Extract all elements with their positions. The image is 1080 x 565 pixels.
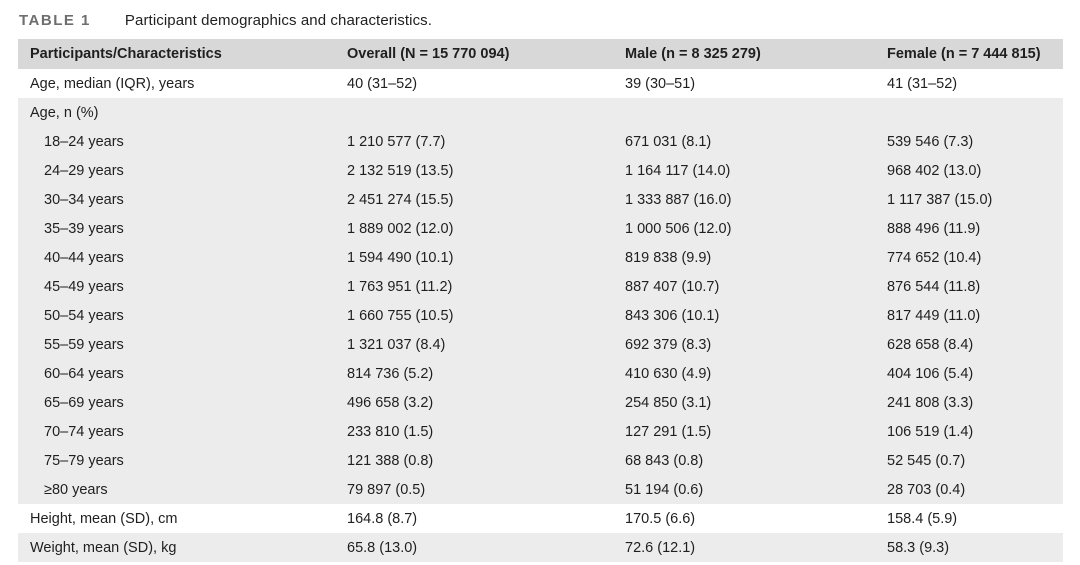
female-value-cell: 41 (31–52) <box>875 69 1063 98</box>
overall-value-cell: 1 660 755 (10.5) <box>335 301 613 330</box>
overall-value-cell: 65.8 (13.0) <box>335 533 613 562</box>
table-row: Age, median (IQR), years 40 (31–52) 39 (… <box>18 69 1063 98</box>
overall-value-cell: 1 594 490 (10.1) <box>335 243 613 272</box>
table-row: 40–44 years 1 594 490 (10.1) 819 838 (9.… <box>18 243 1063 272</box>
male-value-cell: 1 000 506 (12.0) <box>613 214 875 243</box>
overall-value-cell: 79 897 (0.5) <box>335 475 613 504</box>
overall-value-cell <box>335 98 613 127</box>
column-header-overall: Overall (N = 15 770 094) <box>335 39 613 69</box>
row-label-cell: 40–44 years <box>18 243 335 272</box>
male-value-cell: 887 407 (10.7) <box>613 272 875 301</box>
male-value-cell: 51 194 (0.6) <box>613 475 875 504</box>
female-value-cell: 241 808 (3.3) <box>875 388 1063 417</box>
row-label-cell: 55–59 years <box>18 330 335 359</box>
overall-value-cell: 496 658 (3.2) <box>335 388 613 417</box>
overall-value-cell: 1 763 951 (11.2) <box>335 272 613 301</box>
female-value-cell: 968 402 (13.0) <box>875 156 1063 185</box>
overall-value-cell: 233 810 (1.5) <box>335 417 613 446</box>
female-value-cell: 888 496 (11.9) <box>875 214 1063 243</box>
table-caption-row: TABLE 1 Participant demographics and cha… <box>19 12 432 29</box>
row-label-cell: 45–49 years <box>18 272 335 301</box>
demographics-table: Participants/Characteristics Overall (N … <box>18 39 1063 562</box>
overall-value-cell: 164.8 (8.7) <box>335 504 613 533</box>
female-value-cell: 404 106 (5.4) <box>875 359 1063 388</box>
female-value-cell: 28 703 (0.4) <box>875 475 1063 504</box>
row-label-cell: 50–54 years <box>18 301 335 330</box>
row-label-cell: Weight, mean (SD), kg <box>18 533 335 562</box>
male-value-cell: 1 164 117 (14.0) <box>613 156 875 185</box>
male-value-cell: 68 843 (0.8) <box>613 446 875 475</box>
female-value-cell: 817 449 (11.0) <box>875 301 1063 330</box>
female-value-cell: 876 544 (11.8) <box>875 272 1063 301</box>
row-label-cell: 30–34 years <box>18 185 335 214</box>
row-label-cell: 35–39 years <box>18 214 335 243</box>
overall-value-cell: 1 889 002 (12.0) <box>335 214 613 243</box>
table-row: Weight, mean (SD), kg 65.8 (13.0) 72.6 (… <box>18 533 1063 562</box>
row-label-cell: 60–64 years <box>18 359 335 388</box>
row-label-cell: Age, n (%) <box>18 98 335 127</box>
row-label-cell: 70–74 years <box>18 417 335 446</box>
row-label-cell: ≥80 years <box>18 475 335 504</box>
table-row: 45–49 years 1 763 951 (11.2) 887 407 (10… <box>18 272 1063 301</box>
overall-value-cell: 1 321 037 (8.4) <box>335 330 613 359</box>
female-value-cell <box>875 98 1063 127</box>
male-value-cell: 72.6 (12.1) <box>613 533 875 562</box>
table-row: Height, mean (SD), cm 164.8 (8.7) 170.5 … <box>18 504 1063 533</box>
male-value-cell: 1 333 887 (16.0) <box>613 185 875 214</box>
row-label-cell: 65–69 years <box>18 388 335 417</box>
overall-value-cell: 121 388 (0.8) <box>335 446 613 475</box>
column-header-female: Female (n = 7 444 815) <box>875 39 1063 69</box>
male-value-cell: 410 630 (4.9) <box>613 359 875 388</box>
female-value-cell: 52 545 (0.7) <box>875 446 1063 475</box>
table-row: Age, n (%) <box>18 98 1063 127</box>
overall-value-cell: 1 210 577 (7.7) <box>335 127 613 156</box>
table-label: TABLE 1 <box>19 12 91 29</box>
table-row: ≥80 years 79 897 (0.5) 51 194 (0.6) 28 7… <box>18 475 1063 504</box>
male-value-cell: 671 031 (8.1) <box>613 127 875 156</box>
female-value-cell: 1 117 387 (15.0) <box>875 185 1063 214</box>
overall-value-cell: 814 736 (5.2) <box>335 359 613 388</box>
male-value-cell: 819 838 (9.9) <box>613 243 875 272</box>
male-value-cell: 254 850 (3.1) <box>613 388 875 417</box>
table-row: 75–79 years 121 388 (0.8) 68 843 (0.8) 5… <box>18 446 1063 475</box>
female-value-cell: 106 519 (1.4) <box>875 417 1063 446</box>
female-value-cell: 628 658 (8.4) <box>875 330 1063 359</box>
overall-value-cell: 2 132 519 (13.5) <box>335 156 613 185</box>
table-row: 55–59 years 1 321 037 (8.4) 692 379 (8.3… <box>18 330 1063 359</box>
table-row: 50–54 years 1 660 755 (10.5) 843 306 (10… <box>18 301 1063 330</box>
table-row: 60–64 years 814 736 (5.2) 410 630 (4.9) … <box>18 359 1063 388</box>
table-row: 35–39 years 1 889 002 (12.0) 1 000 506 (… <box>18 214 1063 243</box>
row-label-cell: 18–24 years <box>18 127 335 156</box>
table-row: 65–69 years 496 658 (3.2) 254 850 (3.1) … <box>18 388 1063 417</box>
table-row: 18–24 years 1 210 577 (7.7) 671 031 (8.1… <box>18 127 1063 156</box>
row-label-cell: 75–79 years <box>18 446 335 475</box>
overall-value-cell: 40 (31–52) <box>335 69 613 98</box>
overall-value-cell: 2 451 274 (15.5) <box>335 185 613 214</box>
male-value-cell: 39 (30–51) <box>613 69 875 98</box>
row-label-cell: 24–29 years <box>18 156 335 185</box>
male-value-cell: 692 379 (8.3) <box>613 330 875 359</box>
table-caption: Participant demographics and characteris… <box>124 12 433 29</box>
male-value-cell: 170.5 (6.6) <box>613 504 875 533</box>
row-label-cell: Age, median (IQR), years <box>18 69 335 98</box>
male-value-cell: 127 291 (1.5) <box>613 417 875 446</box>
female-value-cell: 158.4 (5.9) <box>875 504 1063 533</box>
table-body: Age, median (IQR), years 40 (31–52) 39 (… <box>18 69 1063 562</box>
female-value-cell: 774 652 (10.4) <box>875 243 1063 272</box>
table-row: 24–29 years 2 132 519 (13.5) 1 164 117 (… <box>18 156 1063 185</box>
table-row: 30–34 years 2 451 274 (15.5) 1 333 887 (… <box>18 185 1063 214</box>
female-value-cell: 539 546 (7.3) <box>875 127 1063 156</box>
female-value-cell: 58.3 (9.3) <box>875 533 1063 562</box>
male-value-cell: 843 306 (10.1) <box>613 301 875 330</box>
row-label-cell: Height, mean (SD), cm <box>18 504 335 533</box>
header-row: Participants/Characteristics Overall (N … <box>18 39 1063 69</box>
column-header-male: Male (n = 8 325 279) <box>613 39 875 69</box>
table-row: 70–74 years 233 810 (1.5) 127 291 (1.5) … <box>18 417 1063 446</box>
male-value-cell <box>613 98 875 127</box>
column-header-characteristics: Participants/Characteristics <box>18 39 335 69</box>
